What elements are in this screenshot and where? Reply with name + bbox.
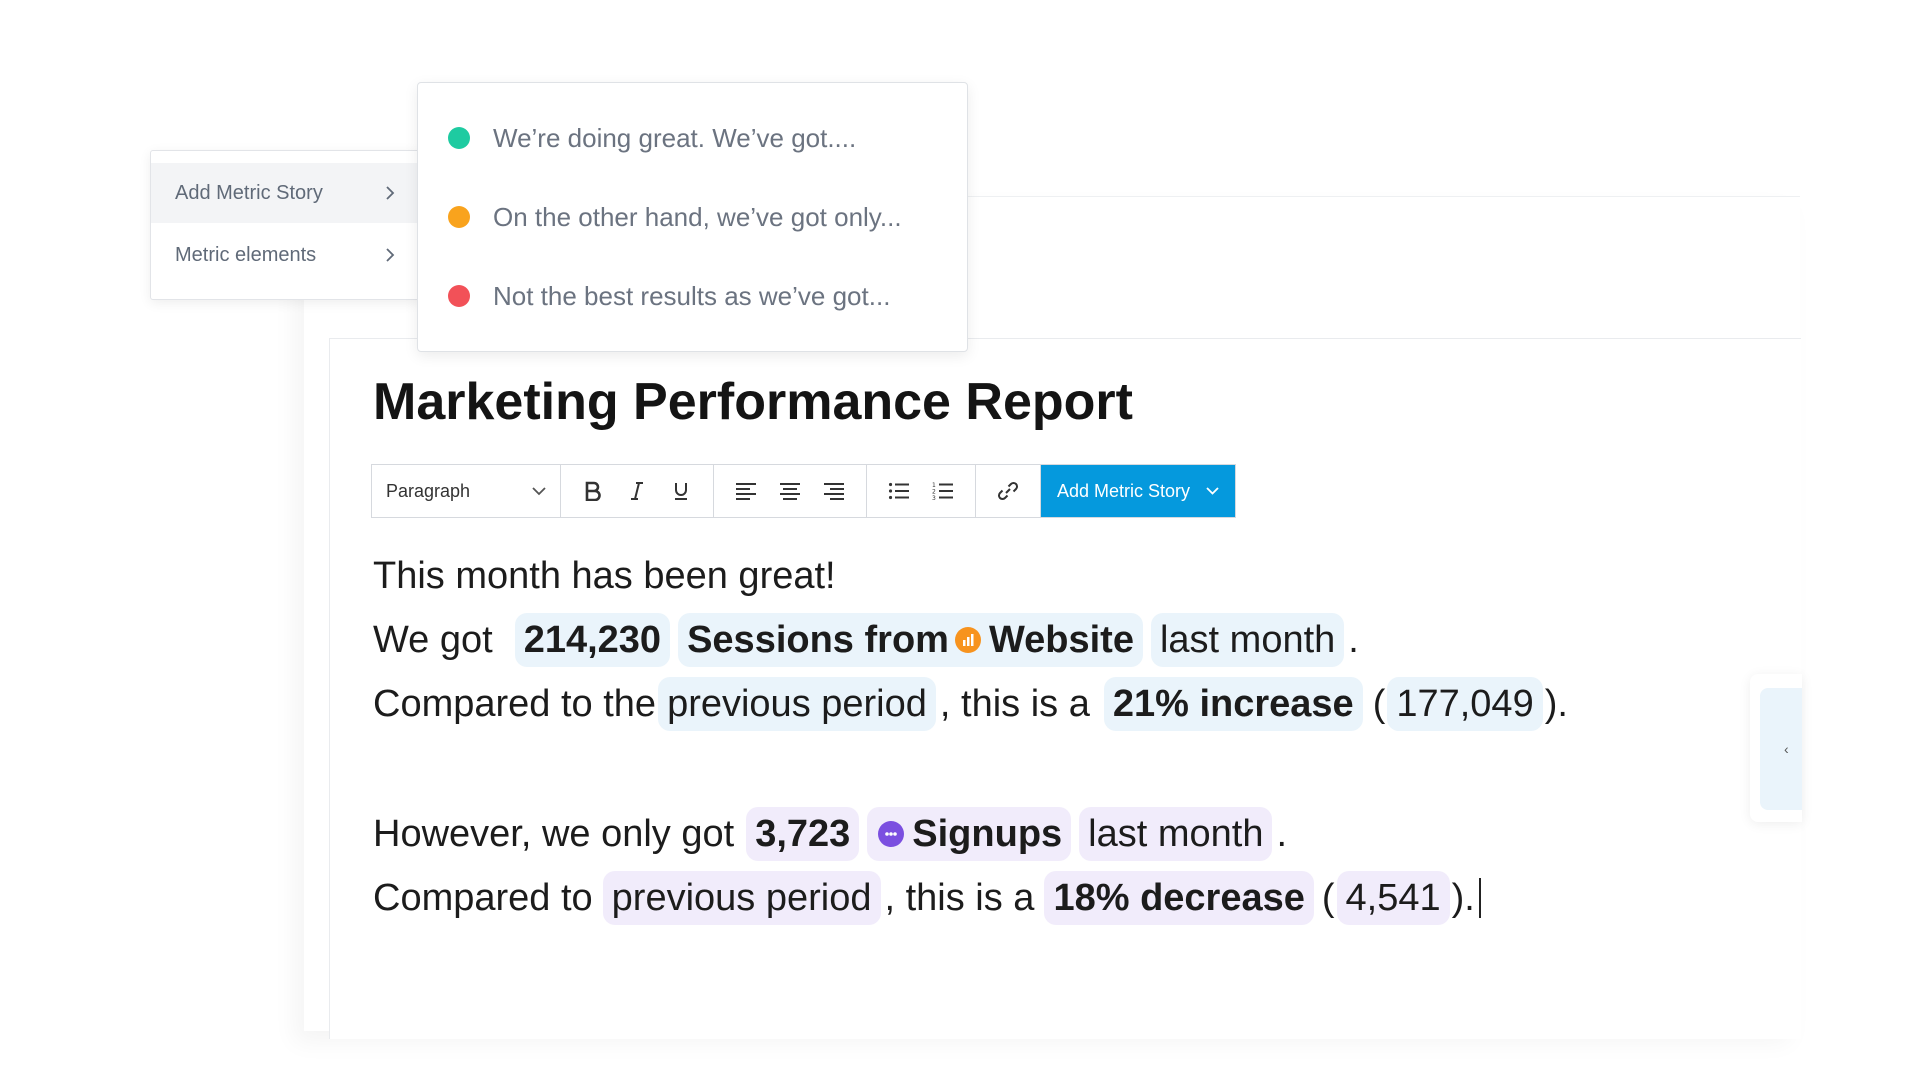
- menu-item-label: Metric elements: [175, 243, 317, 266]
- svg-text:1: 1: [932, 482, 936, 489]
- italic-icon: [631, 482, 643, 500]
- metric-source-label: Website: [988, 618, 1134, 661]
- alignment-group: [714, 465, 867, 517]
- static-text: , this is a: [939, 682, 1090, 725]
- metric-name-label: Signups: [912, 812, 1063, 855]
- chevron-down-icon: [532, 486, 546, 495]
- period-chip[interactable]: last month: [1079, 807, 1273, 861]
- link-icon: [997, 481, 1019, 501]
- menu-item-metric-elements[interactable]: Metric elements: [151, 225, 421, 285]
- chevron-down-icon: [1206, 487, 1219, 495]
- side-widget-arrow-icon: ‹: [1784, 741, 1789, 757]
- paragraph-select-value: Paragraph: [386, 480, 471, 501]
- numbered-list-button[interactable]: 1 2 3: [921, 465, 965, 517]
- status-dot-orange-icon: [448, 206, 470, 228]
- paragraph-line-2: We got 214,230 Sessions from Website las…: [373, 612, 1359, 668]
- paragraph-line-4: However, we only got 3,723 Signups last …: [373, 806, 1287, 862]
- signups-metric-icon: [878, 821, 905, 847]
- chevron-right-icon: [386, 186, 395, 200]
- side-widget-inner[interactable]: ‹: [1760, 688, 1802, 810]
- static-text: ).: [1544, 682, 1568, 725]
- align-right-button[interactable]: [812, 465, 856, 517]
- bold-icon: [585, 481, 601, 501]
- static-text: (: [1321, 876, 1335, 919]
- bulleted-list-button[interactable]: [877, 465, 921, 517]
- story-option-label: On the other hand, we’ve got only...: [493, 201, 902, 232]
- story-option-label: We’re doing great. We’ve got....: [493, 122, 857, 153]
- static-text: (: [1372, 682, 1386, 725]
- comparison-period-chip[interactable]: previous period: [658, 677, 936, 731]
- metric-name-chip[interactable]: Signups: [867, 807, 1072, 861]
- context-menu: Add Metric Story Metric elements: [150, 150, 422, 300]
- paragraph-select[interactable]: Paragraph: [372, 465, 561, 517]
- status-dot-red-icon: [448, 285, 470, 307]
- underline-button[interactable]: [659, 465, 703, 517]
- static-text: , this is a: [884, 876, 1035, 919]
- link-button[interactable]: [986, 465, 1030, 517]
- paragraph-line-5: Compared to previous period , this is a …: [373, 870, 1481, 926]
- align-center-icon: [780, 483, 800, 500]
- side-widget[interactable]: ‹: [1750, 674, 1802, 822]
- paragraph-line-1: This month has been great!: [373, 548, 836, 604]
- previous-value-chip[interactable]: 177,049: [1387, 677, 1543, 731]
- editor-toolbar: Paragraph: [371, 464, 1237, 518]
- add-metric-story-button[interactable]: Add Metric Story: [1041, 465, 1236, 517]
- period-chip[interactable]: last month: [1150, 613, 1345, 667]
- align-right-icon: [824, 483, 844, 500]
- comparison-period-chip[interactable]: previous period: [602, 871, 881, 925]
- static-text: .: [1348, 618, 1359, 661]
- story-option-negative[interactable]: Not the best results as we’ve got...: [448, 271, 890, 321]
- svg-text:3: 3: [932, 495, 936, 501]
- status-dot-green-icon: [448, 127, 470, 149]
- static-text: ).: [1451, 876, 1475, 919]
- previous-value-chip[interactable]: 4,541: [1336, 871, 1450, 925]
- change-chip[interactable]: 21% increase: [1103, 677, 1363, 731]
- static-text: .: [1276, 812, 1288, 855]
- italic-button[interactable]: [615, 465, 659, 517]
- static-text: This month has been great!: [373, 554, 836, 597]
- metric-value-chip[interactable]: 3,723: [746, 807, 860, 861]
- static-text: However, we only got: [373, 812, 735, 855]
- metric-name-chip[interactable]: Sessions from Website: [678, 613, 1143, 667]
- align-center-button[interactable]: [768, 465, 812, 517]
- text-cursor: [1478, 878, 1481, 918]
- text-style-group: [561, 465, 714, 517]
- story-option-positive[interactable]: We’re doing great. We’ve got....: [448, 113, 856, 163]
- metric-name-prefix: Sessions from: [687, 618, 949, 661]
- menu-item-add-metric-story[interactable]: Add Metric Story: [151, 163, 421, 223]
- list-group: 1 2 3: [867, 465, 976, 517]
- underline-icon: [675, 483, 687, 500]
- align-left-button[interactable]: [724, 465, 768, 517]
- svg-text:2: 2: [932, 489, 936, 496]
- story-option-label: Not the best results as we’ve got...: [493, 280, 891, 311]
- static-text: Compared to the: [373, 682, 657, 725]
- bulleted-list-icon: [888, 482, 909, 500]
- static-text: We got: [373, 618, 493, 661]
- website-source-icon: [954, 627, 981, 653]
- static-text: Compared to: [373, 876, 593, 919]
- metric-story-submenu: We’re doing great. We’ve got.... On the …: [417, 82, 968, 352]
- add-metric-story-label: Add Metric Story: [1057, 480, 1191, 501]
- chevron-right-icon: [386, 248, 395, 262]
- story-option-neutral[interactable]: On the other hand, we’ve got only...: [448, 192, 902, 242]
- link-group: [976, 465, 1041, 517]
- bold-button[interactable]: [571, 465, 615, 517]
- document-title[interactable]: Marketing Performance Report: [373, 373, 1133, 431]
- metric-value-chip[interactable]: 214,230: [514, 613, 671, 667]
- change-chip[interactable]: 18% decrease: [1044, 871, 1314, 925]
- paragraph-line-3: Compared to the previous period , this i…: [373, 676, 1568, 732]
- menu-item-label: Add Metric Story: [175, 181, 323, 204]
- align-left-icon: [736, 483, 756, 500]
- numbered-list-icon: 1 2 3: [932, 482, 953, 501]
